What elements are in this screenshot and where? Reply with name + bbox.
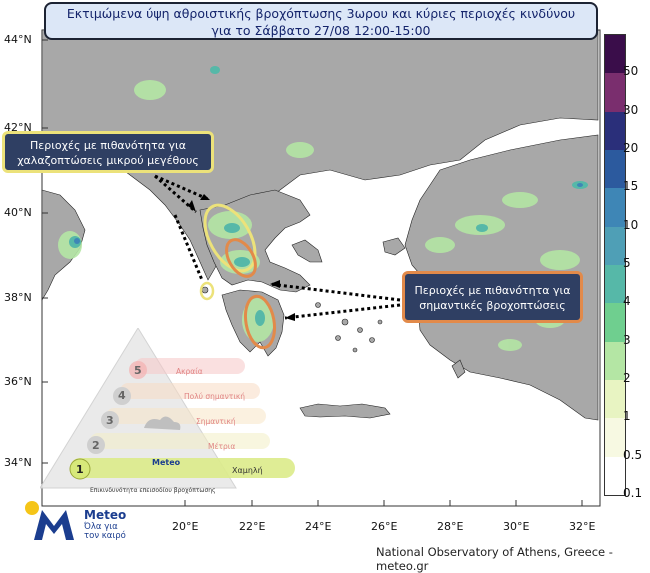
colorbar-segment [605, 188, 625, 227]
rhodes-land [451, 359, 466, 379]
hail-callout-line-1: Περιοχές με πιθανότητα για [30, 139, 186, 152]
meteo-logo-name: Meteo [84, 508, 127, 522]
lon-label-32: 32°E [569, 520, 596, 533]
rain-blobs [58, 66, 588, 351]
colorbar-label: 3 [623, 332, 631, 347]
colorbar-segment [605, 73, 625, 112]
pyramid-num-4: 4 [118, 389, 126, 402]
rain-risk-ring [225, 238, 257, 278]
meteo-logo [25, 501, 74, 540]
pyramid-caption: Επικινδυνότητα επεισοδίου βροχόπτωσης [90, 487, 216, 494]
colorbar-label: 0.5 [623, 447, 643, 462]
title-line-2: για το Σάββατο 27/08 12:00-15:00 [211, 23, 431, 38]
colorbar-segment [605, 226, 625, 265]
pyramid-label-3: Σημαντική [196, 417, 236, 426]
colorbar-label: 0.1 [623, 486, 643, 500]
lon-label-28: 28°E [437, 520, 464, 533]
crete-land [299, 403, 391, 419]
colorbar-label: 4 [623, 294, 631, 309]
pyramid-num-1: 1 [76, 463, 84, 476]
colorbar-label: 1 [623, 409, 631, 424]
credit-text: National Observatory of Athens, Greece -… [376, 545, 613, 573]
colorbar-segment [605, 111, 625, 150]
colorbar-label: 20 [623, 141, 639, 155]
lat-label-40: 40°N [4, 206, 32, 219]
colorbar-label: 10 [623, 217, 639, 232]
colorbar-label: 30 [623, 102, 639, 117]
meteo-logo-tagline-1: Όλα για [84, 522, 118, 532]
lon-label-24: 24°E [305, 520, 332, 533]
colorbar-segment [605, 150, 625, 189]
rain-callout: Περιοχές με πιθανότητα για σημαντικές βρ… [402, 271, 583, 323]
colorbar-segment [605, 456, 625, 495]
pyramid-label-2: Μέτρια [208, 442, 236, 451]
colorbar-segment [605, 303, 625, 342]
pyramid-num-3: 3 [106, 414, 114, 427]
pyramid-label-5: Ακραία [176, 367, 203, 376]
lesbos-land [382, 237, 406, 256]
hail-risk-ring [203, 203, 257, 273]
lon-label-26: 26°E [371, 520, 398, 533]
meteo-logo-tagline-2: τον καιρό [84, 531, 126, 541]
lon-label-30: 30°E [503, 520, 530, 533]
hail-callout: Περιοχές με πιθανότητα για χαλαζοπτώσεις… [2, 131, 214, 173]
pyramid-logo-text: Meteo [152, 458, 181, 467]
pyramid-num-2: 2 [92, 439, 100, 452]
colorbar-label: 2 [623, 371, 631, 385]
colorbar [604, 34, 626, 496]
colorbar-label: 5 [623, 256, 631, 270]
rain-callout-line-2: σημαντικές βροχοπτώσεις [419, 299, 566, 312]
title-line-1: Εκτιμώμενα ύψη αθροιστικής βροχόπτωσης 3… [66, 6, 576, 21]
colorbar-segment [605, 418, 625, 457]
colorbar-segment [605, 341, 625, 380]
meteo-logo-tagline: Όλα για τον καιρό [84, 523, 126, 541]
lon-label-22: 22°E [239, 520, 266, 533]
arrow-heads [188, 194, 295, 321]
hail-callout-line-2: χαλαζοπτώσεις μικρού μεγέθους [17, 154, 199, 167]
lon-label-20: 20°E [172, 520, 199, 533]
axis-ticks [42, 39, 583, 506]
colorbar-label: 15 [623, 179, 639, 194]
colorbar-segment [605, 265, 625, 304]
colorbar-segment [605, 380, 625, 419]
pyramid-label-4: Πολύ σημαντική [184, 392, 246, 401]
lat-label-36: 36°N [4, 375, 32, 388]
map-title: Εκτιμώμενα ύψη αθροιστικής βροχόπτωσης 3… [44, 2, 598, 40]
pointer-arrows [154, 174, 401, 320]
colorbar-label: 50 [623, 64, 639, 79]
colorbar-segment [605, 35, 625, 74]
pyramid-num-5: 5 [134, 364, 142, 377]
lat-label-38: 38°N [4, 291, 32, 304]
rain-callout-line-1: Περιοχές με πιθανότητα για [414, 284, 571, 297]
lat-label-42: 42°N [4, 121, 32, 134]
risk-pyramid [40, 328, 295, 489]
lat-label-34: 34°N [4, 456, 32, 469]
pyramid-label-1: Χαμηλή [232, 466, 263, 475]
lat-label-44: 44°N [4, 33, 32, 46]
evia-land [291, 239, 323, 263]
hail-risk-ring-small [199, 281, 215, 301]
rain-risk-ring-2 [243, 294, 277, 350]
